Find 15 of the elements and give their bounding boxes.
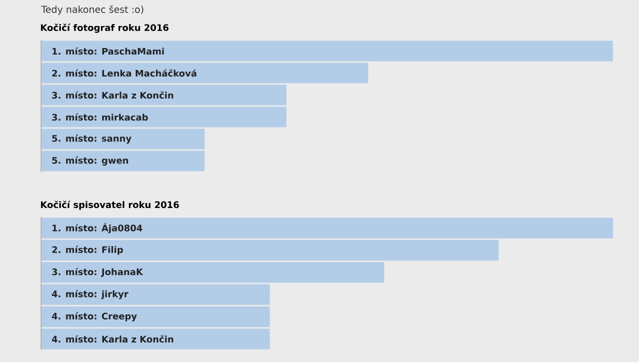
y-tick-label: 5. místo: gwen (52, 156, 128, 166)
y-tick-label: 4. místo: jirkyr (52, 290, 128, 300)
y-tick-label: 4. místo: Karla z Končin (52, 335, 174, 343)
chart-title: Kočičí fotograf roku 2016 (41, 24, 168, 33)
y-tick-label: 3. místo: Karla z Končin (52, 91, 174, 99)
y-tick-label: 2. místo: Lenka Macháčková (52, 69, 196, 77)
y-tick-label: 3. místo: JohanaK (52, 268, 144, 277)
chart-title: Kočičí spisovatel roku 2016 (41, 200, 179, 210)
y-tick-label: 1. místo: Ája0804 (52, 222, 142, 234)
text: Tedy nakonec šest :o) (41, 5, 144, 15)
y-tick-label: 3. místo: mirkacab (52, 113, 148, 121)
y-tick-label: 4. místo: Creepy (52, 312, 137, 322)
y-tick-label: 1. místo: PaschaMami (52, 47, 164, 55)
y-tick-label: 5. místo: sanny (52, 134, 132, 144)
y-tick-label: 2. místo: Filip (52, 246, 123, 255)
